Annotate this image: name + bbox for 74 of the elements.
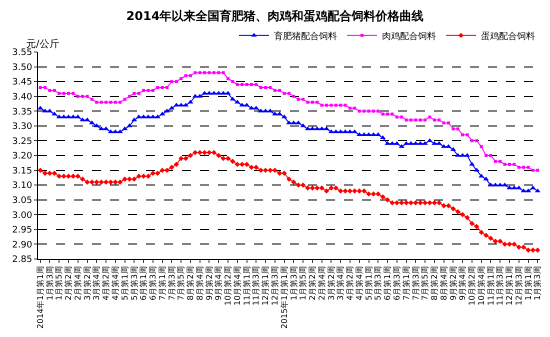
x-tick-label: 7月第3周 (167, 266, 176, 300)
x-tick-label: 4月第4周 (354, 266, 364, 300)
x-tick-label: 9月第2周 (204, 266, 214, 300)
x-tick-label: 1月第1周 (524, 266, 533, 300)
x-tick-label: 4月第2周 (102, 266, 111, 300)
x-tick-label: 3月第4周 (92, 266, 102, 300)
legend-label: 蛋鸡配合饲料 (481, 30, 535, 42)
y-tick-label: 3.45 (12, 78, 32, 88)
x-tick-label: 11月第1周 (486, 266, 496, 306)
x-tick-label: 12月第3周 (514, 266, 524, 306)
x-tick-label: 10月第4周 (232, 266, 242, 306)
legend-label: 育肥猪配合饲料 (274, 30, 337, 42)
x-tick-label: 7月第5周 (176, 266, 186, 300)
x-tick-label: 4月第4周 (111, 266, 120, 300)
y-tick-label: 3.55 (12, 48, 32, 58)
x-tick-label: 7月第3周 (411, 266, 420, 300)
y-tick-label: 3.35 (12, 107, 32, 118)
x-tick-label: 9月第4周 (458, 266, 468, 300)
x-tick-label: 12月第3周 (270, 266, 280, 306)
x-tick-label: 12月第1周 (505, 266, 514, 306)
x-tick-label: 6月第3周 (392, 266, 402, 300)
y-tick-label: 3.40 (12, 92, 32, 103)
y-tick-label: 3.00 (12, 210, 32, 221)
y-tick-label: 3.50 (12, 62, 32, 73)
x-tick-label: 2月第4周 (73, 266, 82, 300)
x-tick-label: 12月第1周 (261, 266, 270, 306)
y-tick-label: 3.10 (12, 181, 32, 192)
y-tick-label: 3.05 (12, 196, 32, 206)
x-tick-label: 2015年1月第1周 (280, 266, 289, 329)
x-tick-label: 1月第3周 (289, 266, 298, 300)
x-tick-label: 1月第3周 (45, 266, 54, 300)
x-tick-label: 10月第2周 (468, 266, 477, 306)
x-tick-label: 7月第1周 (158, 266, 167, 300)
x-tick-label: 2月第2周 (64, 266, 74, 300)
y-tick-label: 2.95 (12, 226, 32, 236)
x-tick-label: 11月第3周 (252, 266, 261, 306)
x-tick-label: 5月第1周 (120, 266, 130, 300)
y-tick-label: 2.85 (12, 255, 32, 266)
x-tick-label: 9月第4周 (214, 266, 224, 300)
y-tick-label: 3.20 (12, 152, 32, 162)
x-tick-label: 1月第5周 (298, 266, 308, 300)
x-tick-label: 3月第4周 (336, 266, 346, 300)
chart-title: 2014年以来全国育肥猪、肉鸡和蛋鸡配合饲料价格曲线 (126, 9, 424, 24)
x-tick-label: 8月第4周 (195, 266, 204, 300)
x-tick-label: 9月第2周 (448, 266, 458, 300)
x-tick-label: 2月第2周 (308, 266, 318, 300)
x-tick-label: 5月第3周 (130, 266, 139, 300)
x-tick-label: 5月第3周 (374, 266, 383, 300)
x-tick-label: 4月第2周 (346, 266, 355, 300)
x-tick-label: 10月第4周 (476, 266, 486, 306)
x-tick-label: 3月第2周 (82, 266, 92, 300)
x-tick-label: 5月第1周 (364, 266, 374, 300)
x-tick-label: 2014年1月第1周 (36, 266, 45, 329)
x-tick-label: 7月第5周 (420, 266, 430, 300)
x-tick-label: 8月第2周 (430, 266, 440, 300)
y-tick-label: 3.15 (12, 166, 32, 176)
x-tick-label: 6月第3周 (148, 266, 158, 300)
x-tick-label: 6月第1周 (383, 266, 392, 300)
x-tick-label: 11月第1周 (242, 266, 252, 306)
x-tick-label: 7月第1周 (402, 266, 411, 300)
x-tick-label: 6月第1周 (139, 266, 148, 300)
x-tick-label: 10月第2周 (224, 266, 233, 306)
x-tick-label: 8月第4周 (439, 266, 448, 300)
y-axis-title: 元/公斤 (26, 38, 60, 50)
y-tick-label: 2.90 (12, 240, 32, 250)
y-tick-label: 3.30 (12, 122, 32, 132)
x-tick-label: 8月第2周 (186, 266, 196, 300)
x-tick-label: 2月第4周 (317, 266, 326, 300)
x-tick-label: 11月第3周 (496, 266, 505, 306)
legend-label: 肉鸡配合饲料 (382, 30, 436, 42)
y-tick-label: 3.25 (12, 136, 32, 147)
x-tick-label: 3月第2周 (326, 266, 336, 300)
x-tick-label: 1月第5周 (54, 266, 64, 300)
x-tick-label: 1月第3周 (533, 266, 542, 300)
